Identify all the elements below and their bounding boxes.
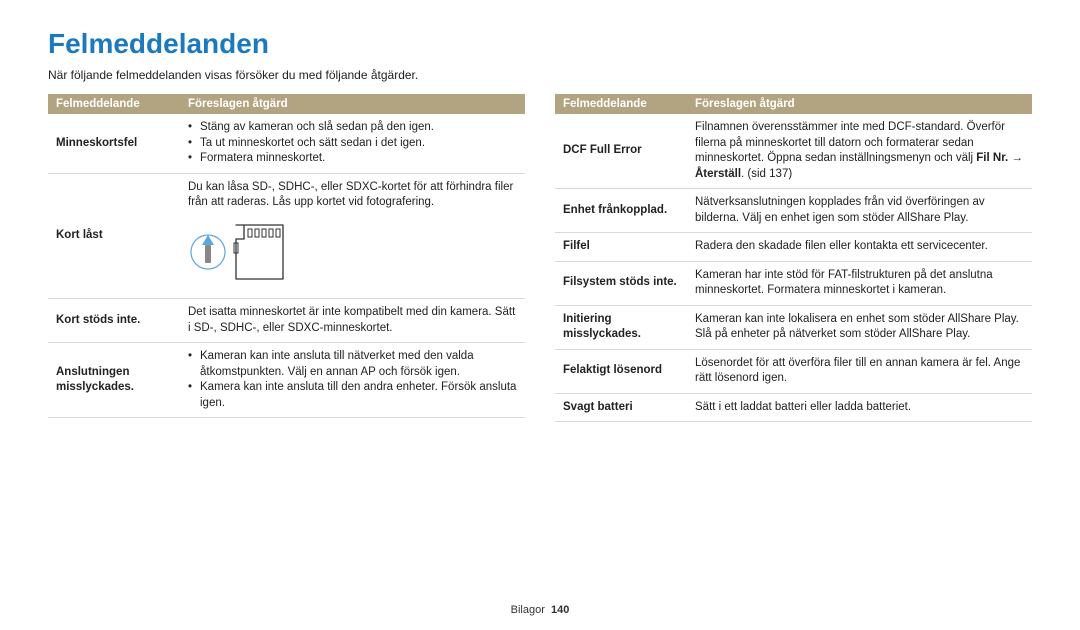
row-label: Anslutningen misslyckades.: [48, 343, 180, 418]
row-action: Du kan låsa SD-, SDHC-, eller SDXC-korte…: [180, 173, 525, 299]
table-row: Anslutningen misslyckades. Kameran kan i…: [48, 343, 525, 418]
row-action: Kameran har inte stöd för FAT-filstruktu…: [687, 261, 1032, 305]
row-action: Nätverksanslutningen kopplades från vid …: [687, 189, 1032, 233]
row-action: Kameran kan inte lokalisera en enhet som…: [687, 305, 1032, 349]
footer-section: Bilagor: [511, 604, 545, 616]
table-row: Filfel Radera den skadade filen eller ko…: [555, 233, 1032, 262]
row-label: DCF Full Error: [555, 114, 687, 189]
dcf-b1: Fil Nr.: [976, 152, 1008, 164]
row-label: Filsystem stöds inte.: [555, 261, 687, 305]
error-table-left: Felmeddelande Föreslagen åtgärd Minnesko…: [48, 94, 525, 418]
intro-text: När följande felmeddelanden visas försök…: [48, 68, 1032, 82]
row-action: Radera den skadade filen eller kontakta …: [687, 233, 1032, 262]
page-title: Felmeddelanden: [48, 28, 1032, 60]
table-row: Kort låst Du kan låsa SD-, SDHC-, eller …: [48, 173, 525, 299]
table-row: Svagt batteri Sätt i ett laddat batteri …: [555, 393, 1032, 422]
table-row: Kort stöds inte. Det isatta minneskortet…: [48, 299, 525, 343]
two-column-layout: Felmeddelande Föreslagen åtgärd Minnesko…: [48, 94, 1032, 422]
left-column: Felmeddelande Föreslagen åtgärd Minnesko…: [48, 94, 525, 422]
error-table-right: Felmeddelande Föreslagen åtgärd DCF Full…: [555, 94, 1032, 422]
row-action: Filnamnen överensstämmer inte med DCF-st…: [687, 114, 1032, 189]
right-column: Felmeddelande Föreslagen åtgärd DCF Full…: [555, 94, 1032, 422]
row-label: Kort låst: [48, 173, 180, 299]
list-item: Stäng av kameran och slå sedan på den ig…: [188, 120, 517, 136]
table-row: Felaktigt lösenord Lösenordet för att öv…: [555, 349, 1032, 393]
row-action: Sätt i ett laddat batteri eller ladda ba…: [687, 393, 1032, 422]
footer-page-number: 140: [551, 604, 569, 616]
document-page: Felmeddelanden När följande felmeddeland…: [0, 0, 1080, 630]
table-row: Filsystem stöds inte. Kameran har inte s…: [555, 261, 1032, 305]
th-action: Föreslagen åtgärd: [687, 94, 1032, 114]
row-label: Felaktigt lösenord: [555, 349, 687, 393]
table-row: Minneskortsfel Stäng av kameran och slå …: [48, 114, 525, 173]
row-label: Initiering misslyckades.: [555, 305, 687, 349]
table-row: Initiering misslyckades. Kameran kan int…: [555, 305, 1032, 349]
list-item: Formatera minneskortet.: [188, 151, 517, 167]
row-action: Det isatta minneskortet är inte kompatib…: [180, 299, 525, 343]
action-text: Du kan låsa SD-, SDHC-, eller SDXC-korte…: [188, 181, 513, 209]
page-footer: Bilagor 140: [0, 604, 1080, 616]
table-row: DCF Full Error Filnamnen överensstämmer …: [555, 114, 1032, 189]
dcf-pre: Filnamnen överensstämmer inte med DCF-st…: [695, 121, 1005, 164]
bullet-list: Kameran kan inte ansluta till nätverket …: [188, 349, 517, 411]
sd-card-illustration: [188, 217, 517, 293]
dcf-post: . (sid 137): [741, 168, 792, 180]
row-label: Filfel: [555, 233, 687, 262]
row-label: Svagt batteri: [555, 393, 687, 422]
row-action: Kameran kan inte ansluta till nätverket …: [180, 343, 525, 418]
th-msg: Felmeddelande: [555, 94, 687, 114]
list-item: Kameran kan inte ansluta till nätverket …: [188, 349, 517, 380]
list-item: Kamera kan inte ansluta till den andra e…: [188, 380, 517, 411]
th-action: Föreslagen åtgärd: [180, 94, 525, 114]
row-label: Kort stöds inte.: [48, 299, 180, 343]
row-label: Enhet frånkopplad.: [555, 189, 687, 233]
dcf-arrow: →: [1008, 152, 1023, 164]
sd-card-icon: [188, 217, 298, 287]
row-action: Lösenordet för att överföra filer till e…: [687, 349, 1032, 393]
row-label: Minneskortsfel: [48, 114, 180, 173]
th-msg: Felmeddelande: [48, 94, 180, 114]
row-action: Stäng av kameran och slå sedan på den ig…: [180, 114, 525, 173]
table-row: Enhet frånkopplad. Nätverksanslutningen …: [555, 189, 1032, 233]
bullet-list: Stäng av kameran och slå sedan på den ig…: [188, 120, 517, 167]
dcf-b2: Återställ: [695, 168, 741, 180]
list-item: Ta ut minneskortet och sätt sedan i det …: [188, 136, 517, 152]
